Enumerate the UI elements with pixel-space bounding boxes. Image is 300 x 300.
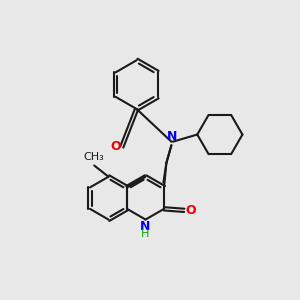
Text: O: O — [185, 204, 196, 217]
Text: O: O — [110, 140, 121, 153]
Text: CH₃: CH₃ — [83, 152, 104, 162]
Text: H: H — [141, 229, 149, 238]
Text: N: N — [140, 220, 150, 232]
Text: N: N — [167, 130, 177, 143]
